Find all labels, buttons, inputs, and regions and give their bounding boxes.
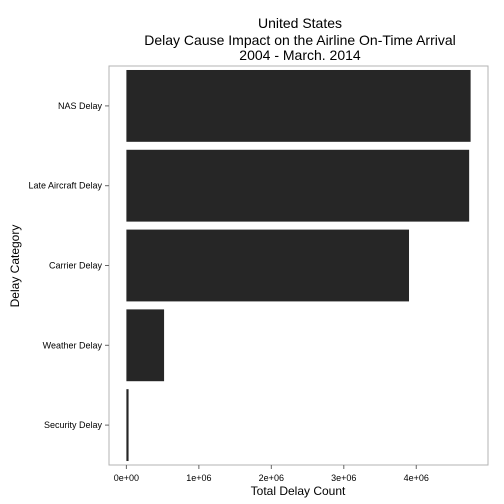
y-tick-label-carrier-delay: Carrier Delay xyxy=(49,261,103,271)
bar-late-aircraft-delay xyxy=(126,149,470,222)
chart-title-line-1: United States xyxy=(258,15,342,31)
chart-title-line-2: Delay Cause Impact on the Airline On-Tim… xyxy=(144,32,456,48)
y-tick-label-nas-delay: NAS Delay xyxy=(58,101,103,111)
x-tick-label: 1e+06 xyxy=(186,473,211,483)
x-axis: 0e+00 1e+06 2e+06 3e+06 4e+06 xyxy=(114,465,429,483)
bar-carrier-delay xyxy=(126,229,410,302)
y-tick-label-security-delay: Security Delay xyxy=(44,420,103,430)
y-axis-title: Delay Category xyxy=(8,225,22,308)
x-tick-label: 3e+06 xyxy=(331,473,356,483)
bar-nas-delay xyxy=(126,69,471,142)
y-axis: NAS Delay Late Aircraft Delay Carrier Dela… xyxy=(28,101,109,430)
y-tick-label-weather-delay: Weather Delay xyxy=(43,340,103,350)
bar-security-delay xyxy=(126,389,129,462)
x-tick-label: 4e+06 xyxy=(404,473,429,483)
bars xyxy=(126,69,471,462)
y-tick-label-late-aircraft-delay: Late Aircraft Delay xyxy=(28,181,102,191)
bar-weather-delay xyxy=(126,309,165,382)
x-tick-label: 2e+06 xyxy=(259,473,284,483)
x-axis-title: Total Delay Count xyxy=(251,484,346,498)
chart-title: United States Delay Cause Impact on the … xyxy=(144,15,456,63)
chart-title-line-3: 2004 - March. 2014 xyxy=(239,47,361,63)
x-tick-label: 0e+00 xyxy=(114,473,139,483)
